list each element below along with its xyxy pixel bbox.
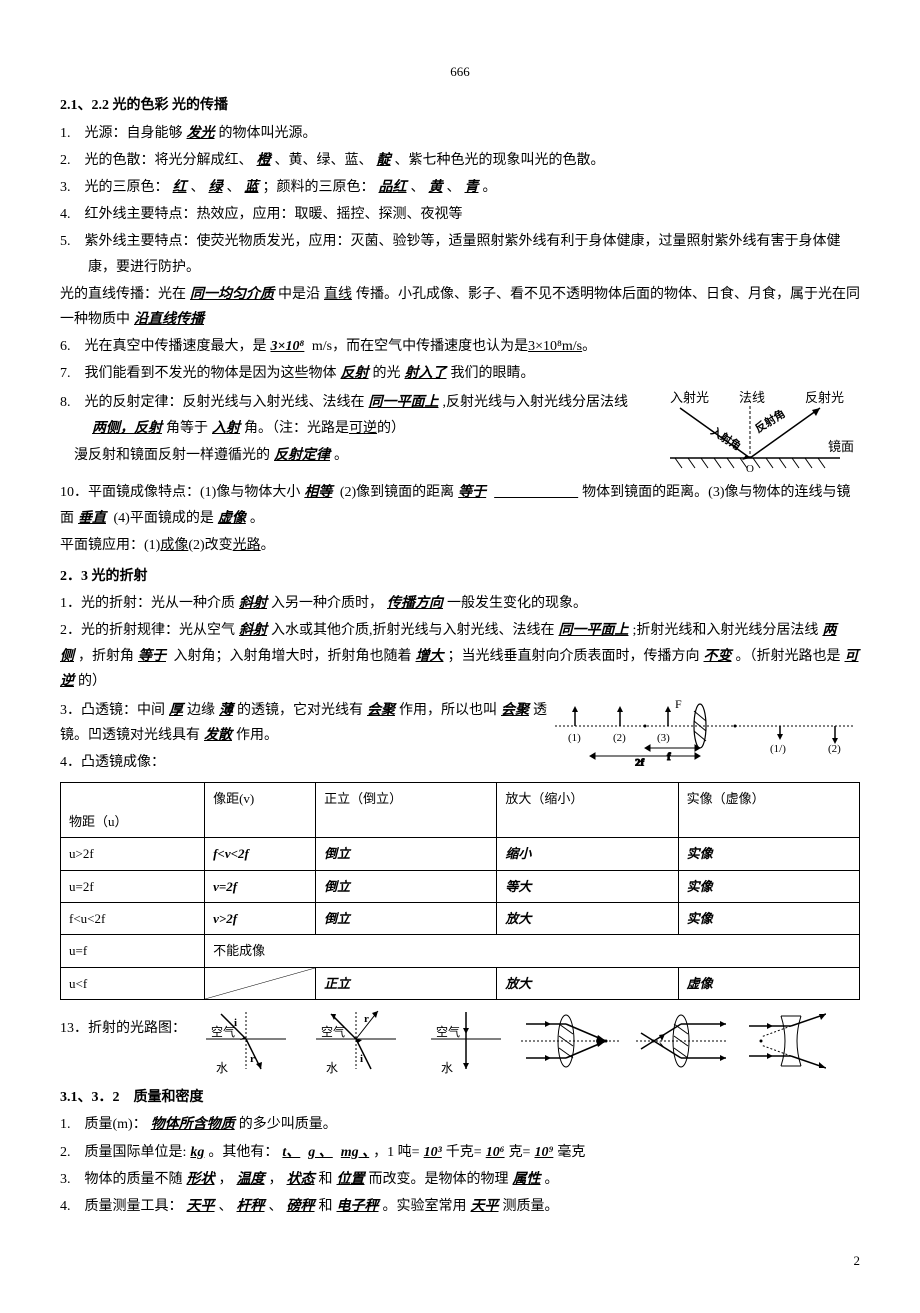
line: 7. 我们能看到不发光的物体是因为这些物体反射的光射入了我们的眼睛。: [60, 361, 860, 386]
svg-text:O: O: [746, 463, 754, 475]
svg-text:f: f: [667, 751, 671, 763]
table-row: u>2ff<v<2f倒立缩小实像: [61, 838, 860, 870]
svg-text:F: F: [675, 697, 682, 711]
line: 5. 紫外线主要特点：使荧光物质发光，应用：灭菌、验钞等，适量照射紫外线有利于身…: [60, 229, 860, 279]
refraction-title: 13．折射的光路图：: [60, 1004, 186, 1041]
svg-text:水: 水: [441, 1061, 453, 1075]
lens-axis-diagram: F (1) (2) (3) (1/) (2) f 2f: [550, 696, 860, 766]
line: 1．光的折射：光从一种介质斜射入另一种介质时，传播方向一般发生变化的现象。: [60, 591, 860, 616]
line: 平面镜应用：(1)成像(2)改变光路。: [60, 533, 860, 558]
section-title-2-1: 2.1、2.2 光的色彩 光的传播: [60, 93, 860, 118]
line: 3. 物体的质量不随形状，温度，状态和位置而改变。是物体的物理属性。: [60, 1167, 860, 1192]
svg-text:(2): (2): [613, 732, 626, 744]
svg-text:入射光: 入射光: [670, 390, 709, 405]
lens-imaging-table: 物距（u）像距(v)正立（倒立）放大（缩小）实像（虚像） u>2ff<v<2f倒…: [60, 782, 860, 1001]
svg-text:入射角: 入射角: [708, 424, 743, 453]
svg-text:空气: 空气: [436, 1024, 460, 1039]
line: 3. 光的三原色：红、绿、蓝；颜料的三原色：品红、黄、青。: [60, 175, 860, 200]
refraction-diagrams: 空气水 i r 空气水 r i 空气水: [186, 1004, 826, 1079]
line: 1. 质量(m)：物体所含物质的多少叫质量。: [60, 1112, 860, 1137]
line: 6. 光在真空中传播速度最大，是3×10⁸ m/s，而在空气中传播速度也认为是3…: [60, 334, 860, 359]
svg-text:法线: 法线: [739, 390, 765, 405]
svg-text:i: i: [234, 1017, 237, 1029]
page-number-bottom: 2: [60, 1249, 860, 1272]
svg-text:镜面: 镜面: [828, 439, 854, 454]
reflection-diagram: 入射光 法线 反射光 入射角 反射角 O 镜面: [650, 388, 860, 478]
svg-text:r: r: [364, 1013, 369, 1025]
line: 3．凸透镜：中间厚边缘薄的透镜，它对光线有会聚作用，所以也叫会聚透镜。凹透镜对光…: [60, 698, 550, 748]
line: 4. 质量测量工具：天平、杆秤、磅秤和电子秤。实验室常用天平测质量。: [60, 1194, 860, 1219]
svg-text:水: 水: [326, 1061, 338, 1075]
section-title-3-1: 3.1、3．2 质量和密度: [60, 1085, 860, 1110]
svg-text:反射角: 反射角: [752, 407, 787, 436]
svg-text:2f: 2f: [635, 757, 645, 766]
line: 1. 光源：自身能够发光的物体叫光源。: [60, 121, 860, 146]
line: 2. 质量国际单位是:kg。其他有：t、g 、mg 、，1 吨=10³千克=10…: [60, 1140, 860, 1165]
line: 光的直线传播：光在同一均匀介质中是沿直线传播。小孔成像、影子、看不见不透明物体后…: [60, 282, 860, 332]
svg-text:水: 水: [216, 1061, 228, 1075]
table-row: u=f不能成像: [61, 935, 860, 967]
page-number-top: 666: [60, 60, 860, 83]
line: 2．光的折射规律：光从空气斜射入水或其他介质,折射光线与入射光线、法线在同一平面…: [60, 618, 860, 694]
line: 漫反射和镜面反射一样遵循光的反射定律。: [60, 443, 642, 468]
table-row: u=2fv=2f倒立等大实像: [61, 870, 860, 902]
table-row: f<u<2fv>2f倒立放大实像: [61, 903, 860, 935]
svg-text:i: i: [360, 1053, 363, 1065]
svg-text:空气: 空气: [211, 1024, 235, 1039]
line: 8. 光的反射定律：反射光线与入射光线、法线在同一平面上,反射光线与入射光线分居…: [60, 390, 642, 440]
line: 4．凸透镜成像：: [60, 750, 550, 775]
svg-text:(1): (1): [568, 732, 581, 744]
section-title-2-3: 2．3 光的折射: [60, 564, 860, 589]
line: 4. 红外线主要特点：热效应，应用：取暖、摇控、探测、夜视等: [60, 202, 860, 227]
table-row: 物距（u）像距(v)正立（倒立）放大（缩小）实像（虚像）: [61, 782, 860, 838]
table-row: u<f正立放大虚像: [61, 967, 860, 999]
svg-text:(2): (2): [828, 743, 841, 755]
svg-text:(3): (3): [657, 732, 670, 744]
line: 10．平面镜成像特点：(1)像与物体大小相等 (2)像到镜面的距离等于 物体到镜…: [60, 480, 860, 530]
svg-text:空气: 空气: [321, 1024, 345, 1039]
line: 2. 光的色散：将光分解成红、橙、黄、绿、蓝、靛、紫七种色光的现象叫光的色散。: [60, 148, 860, 173]
svg-text:反射光: 反射光: [805, 390, 844, 405]
svg-text:(1/): (1/): [770, 743, 786, 755]
svg-text:r: r: [250, 1053, 255, 1065]
